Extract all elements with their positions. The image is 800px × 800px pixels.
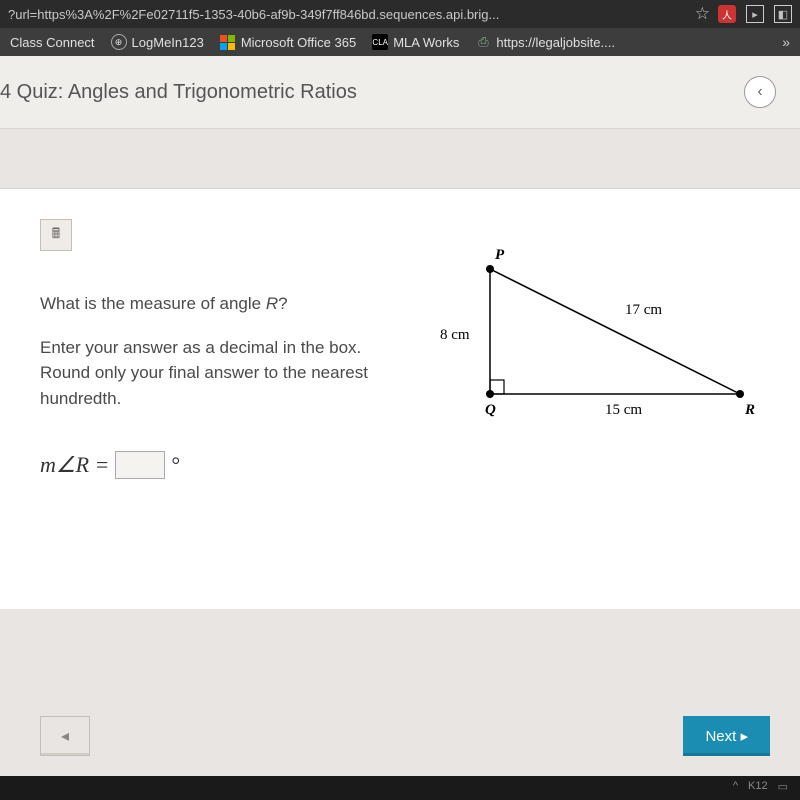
bookmark-legal-jobsite[interactable]: ⎙ https://legaljobsite.... (475, 34, 615, 50)
bookmark-ms-office[interactable]: Microsoft Office 365 (220, 34, 356, 50)
question-text-1: What is the measure of angle R? (40, 291, 380, 317)
extension-icon-3[interactable]: ◧ (774, 5, 792, 23)
back-button[interactable]: ‹ (744, 76, 776, 108)
answer-input[interactable] (115, 451, 165, 479)
svg-text:15 cm: 15 cm (605, 402, 642, 418)
bookmark-star-icon[interactable]: ☆ (695, 4, 710, 24)
url-text: ?url=https%3A%2F%2Fe02711f5-1353-40b6-af… (8, 7, 681, 22)
bookmark-mla-works[interactable]: CLA MLA Works (372, 34, 459, 50)
spacer-band (0, 129, 800, 189)
next-label: Next ▸ (705, 727, 748, 745)
calculator-icon: 🖩 (52, 223, 60, 247)
answer-suffix: ° (171, 452, 180, 478)
chevron-left-icon: ‹ (757, 83, 762, 101)
cla-badge-icon: CLA (372, 34, 388, 50)
page-icon: ⎙ (475, 34, 491, 50)
globe-icon: ⊕ (111, 34, 127, 50)
quiz-title: 4 Quiz: Angles and Trigonometric Ratios (0, 81, 357, 104)
svg-text:8 cm: 8 cm (440, 327, 470, 343)
url-bar[interactable]: ?url=https%3A%2F%2Fe02711f5-1353-40b6-af… (0, 0, 800, 28)
next-button[interactable]: Next ▸ (683, 716, 770, 756)
answer-prefix: m∠R = (40, 452, 109, 478)
prev-arrow-icon: ◂ (61, 726, 69, 746)
answer-row: m∠R = ° (40, 451, 380, 479)
triangle-diagram: P Q R 8 cm 17 cm 15 cm (410, 219, 770, 459)
bookmark-class-connect[interactable]: Class Connect (10, 35, 95, 50)
calculator-button[interactable]: 🖩 (40, 219, 72, 251)
svg-text:Q: Q (485, 402, 496, 418)
svg-text:P: P (495, 247, 505, 263)
bookmarks-overflow-icon[interactable]: » (782, 34, 790, 50)
prev-button[interactable]: ◂ (40, 716, 90, 756)
extension-icon-2[interactable]: ▸ (746, 5, 764, 23)
footer-nav: ◂ Next ▸ (0, 716, 800, 756)
quiz-header: 4 Quiz: Angles and Trigonometric Ratios … (0, 56, 800, 129)
question-text-2: Enter your answer as a decimal in the bo… (40, 335, 380, 412)
taskbar-k12[interactable]: K12 (748, 780, 768, 792)
svg-text:17 cm: 17 cm (625, 302, 662, 318)
bookmark-logmein[interactable]: ⊕ LogMeIn123 (111, 34, 204, 50)
bookmarks-bar: Class Connect ⊕ LogMeIn123 Microsoft Off… (0, 28, 800, 56)
question-area: 🖩 What is the measure of angle R? Enter … (0, 189, 800, 609)
svg-text:R: R (744, 402, 755, 418)
windows-taskbar: ^ K12 ▭ (0, 776, 800, 796)
microsoft-icon (220, 34, 236, 50)
taskbar-carat-icon[interactable]: ^ (733, 780, 738, 792)
taskbar-battery-icon[interactable]: ▭ (778, 780, 788, 793)
extension-icon-1[interactable]: 人 (718, 5, 736, 23)
